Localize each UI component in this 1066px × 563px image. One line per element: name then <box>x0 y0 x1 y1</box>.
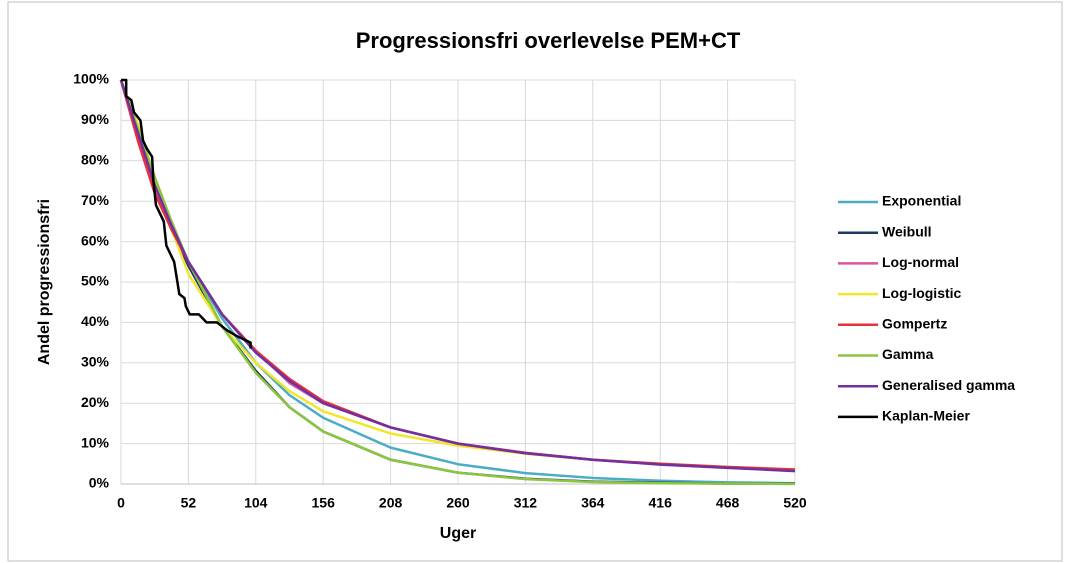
y-tick-label: 10% <box>81 434 110 450</box>
y-tick-label: 70% <box>81 192 110 208</box>
x-tick-label: 0 <box>117 495 125 511</box>
x-tick-label: 312 <box>514 495 538 511</box>
y-axis-label: Andel progressionsfri <box>36 199 53 365</box>
x-tick-label: 364 <box>581 495 605 511</box>
x-tick-label: 156 <box>312 495 336 511</box>
legend-label: Gamma <box>882 346 934 362</box>
legend-label: Weibull <box>882 223 932 239</box>
x-tick-label: 416 <box>649 495 673 511</box>
series-line <box>119 79 796 473</box>
x-axis-label: Uger <box>440 525 476 542</box>
y-tick-label: 40% <box>81 313 110 329</box>
y-tick-label: 0% <box>89 475 110 491</box>
y-tick-label: 20% <box>81 394 110 410</box>
y-tick-label: 90% <box>81 111 110 127</box>
legend-label: Log-logistic <box>882 285 962 301</box>
legend-label: Generalised gamma <box>882 377 1015 393</box>
legend-label: Kaplan-Meier <box>882 408 970 424</box>
x-tick-label: 260 <box>446 495 470 511</box>
y-tick-label: 30% <box>81 354 110 370</box>
x-tick-label: 468 <box>716 495 740 511</box>
x-tick-label: 208 <box>379 495 403 511</box>
chart-title: Progressionsfri overlevelse PEM+CT <box>356 28 741 53</box>
y-tick-label: 100% <box>73 71 109 87</box>
legend-label: Exponential <box>882 193 961 209</box>
x-tick-label: 520 <box>783 495 807 511</box>
x-tick-label: 104 <box>244 495 268 511</box>
series-line <box>119 79 796 486</box>
y-tick-label: 50% <box>81 273 110 289</box>
y-tick-label: 80% <box>81 152 110 168</box>
x-tick-label: 52 <box>181 495 197 511</box>
series-line <box>121 78 252 349</box>
legend-label: Gompertz <box>882 316 947 332</box>
y-tick-label: 60% <box>81 232 110 248</box>
legend-label: Log-normal <box>882 254 959 270</box>
